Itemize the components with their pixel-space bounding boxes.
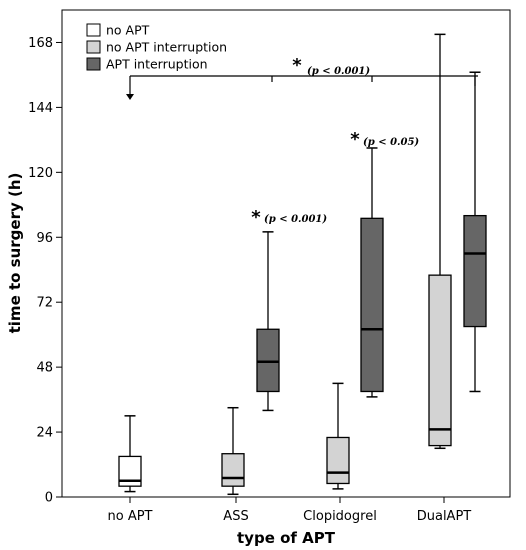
- x-tick-label-3: DualAPT: [417, 509, 472, 524]
- legend-swatch-2: [86, 57, 101, 71]
- y-tick-label-4: 96: [36, 231, 53, 246]
- legend-label-2: APT interruption: [106, 57, 208, 72]
- iqr-box: [428, 274, 452, 447]
- box-apt-interruption-ass: [256, 231, 280, 412]
- iqr-box: [326, 436, 350, 485]
- box-series: [118, 33, 487, 496]
- iqr-box: [360, 217, 384, 393]
- legend-label-1: no APT interruption: [106, 40, 227, 55]
- y-axis-title: time to surgery (h): [6, 173, 24, 334]
- x-tick-label-1: ASS: [223, 509, 248, 524]
- y-tick-label-7: 168: [28, 36, 53, 51]
- p-value-label-0: (p < 0.001): [307, 66, 370, 77]
- legend: no APT no APT interruption APT interruptio…: [86, 23, 227, 72]
- x-axis: no APT ASS Clopidogrel DualAPT: [108, 497, 472, 524]
- y-tick-label-3: 72: [36, 296, 53, 311]
- significance-annotations: * (p < 0.001)* (p < 0.001)* (p < 0.05): [126, 55, 478, 228]
- x-axis-title: type of APT: [237, 529, 336, 547]
- box-no-apt-interruption-ass: [221, 406, 245, 496]
- iqr-box: [463, 214, 487, 328]
- y-tick-label-5: 120: [28, 166, 53, 181]
- bracket-arrow-icon: [126, 94, 134, 100]
- y-tick-label-1: 24: [36, 426, 53, 441]
- y-tick-label-0: 0: [45, 491, 53, 506]
- p-value-label-1: (p < 0.001): [264, 214, 327, 225]
- y-tick-label-2: 48: [36, 361, 53, 376]
- p-value-label-2: (p < 0.05): [363, 137, 419, 148]
- legend-swatch-1: [86, 40, 101, 54]
- box-no-apt-interruption-clopidogrel: [326, 382, 350, 490]
- box-apt-interruption-dualapt: [463, 71, 487, 393]
- legend-label-0: no APT: [106, 23, 150, 38]
- iqr-box: [118, 455, 142, 487]
- box-no-apt-no-apt: [118, 415, 142, 493]
- y-tick-label-6: 144: [28, 101, 53, 116]
- iqr-box: [221, 453, 245, 487]
- x-tick-label-2: Clopidogrel: [303, 509, 377, 524]
- x-tick-label-0: no APT: [108, 509, 153, 524]
- significance-star-0: *: [292, 55, 302, 76]
- y-axis: 0 24 48 72 96 120 144 168: [28, 36, 62, 506]
- iqr-box: [256, 328, 280, 393]
- box-no-apt-interruption-dualapt: [428, 33, 452, 450]
- significance-star-1: *: [251, 207, 261, 228]
- legend-swatch-0: [86, 23, 101, 37]
- box-apt-interruption-clopidogrel: [360, 147, 384, 398]
- significance-star-2: *: [350, 129, 360, 150]
